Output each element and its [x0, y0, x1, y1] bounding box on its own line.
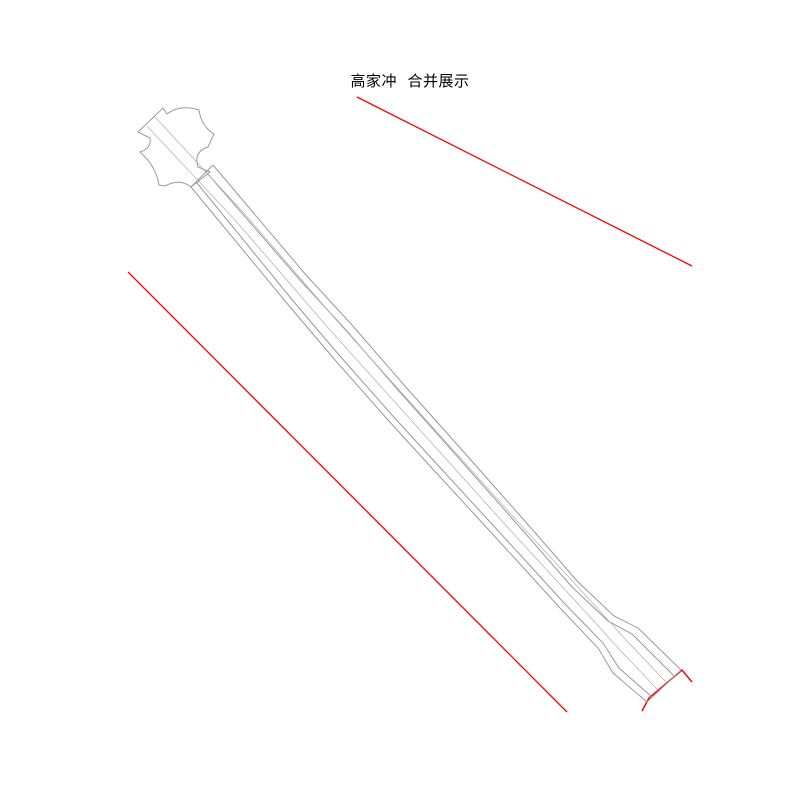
turnaround-head [137, 107, 215, 188]
turnaround-divider [190, 164, 214, 188]
page-title: 高家冲 合并展示 [350, 72, 470, 90]
road-outline [190, 164, 682, 703]
boundary-line-lower [127, 271, 568, 713]
road-edge-outer-right [212, 164, 682, 671]
road-centerline-b [154, 116, 667, 683]
boundary-line-end [641, 668, 693, 712]
boundary-line-upper [356, 96, 693, 267]
road-centerlines [146, 116, 667, 691]
road-edge-outer-left [190, 186, 648, 703]
turnaround-outline [137, 107, 215, 188]
road-edge-inner-left [196, 182, 653, 698]
road-end-cap [646, 669, 682, 703]
road-centerline-a [146, 125, 659, 691]
road-edge-inner-right [206, 172, 675, 677]
